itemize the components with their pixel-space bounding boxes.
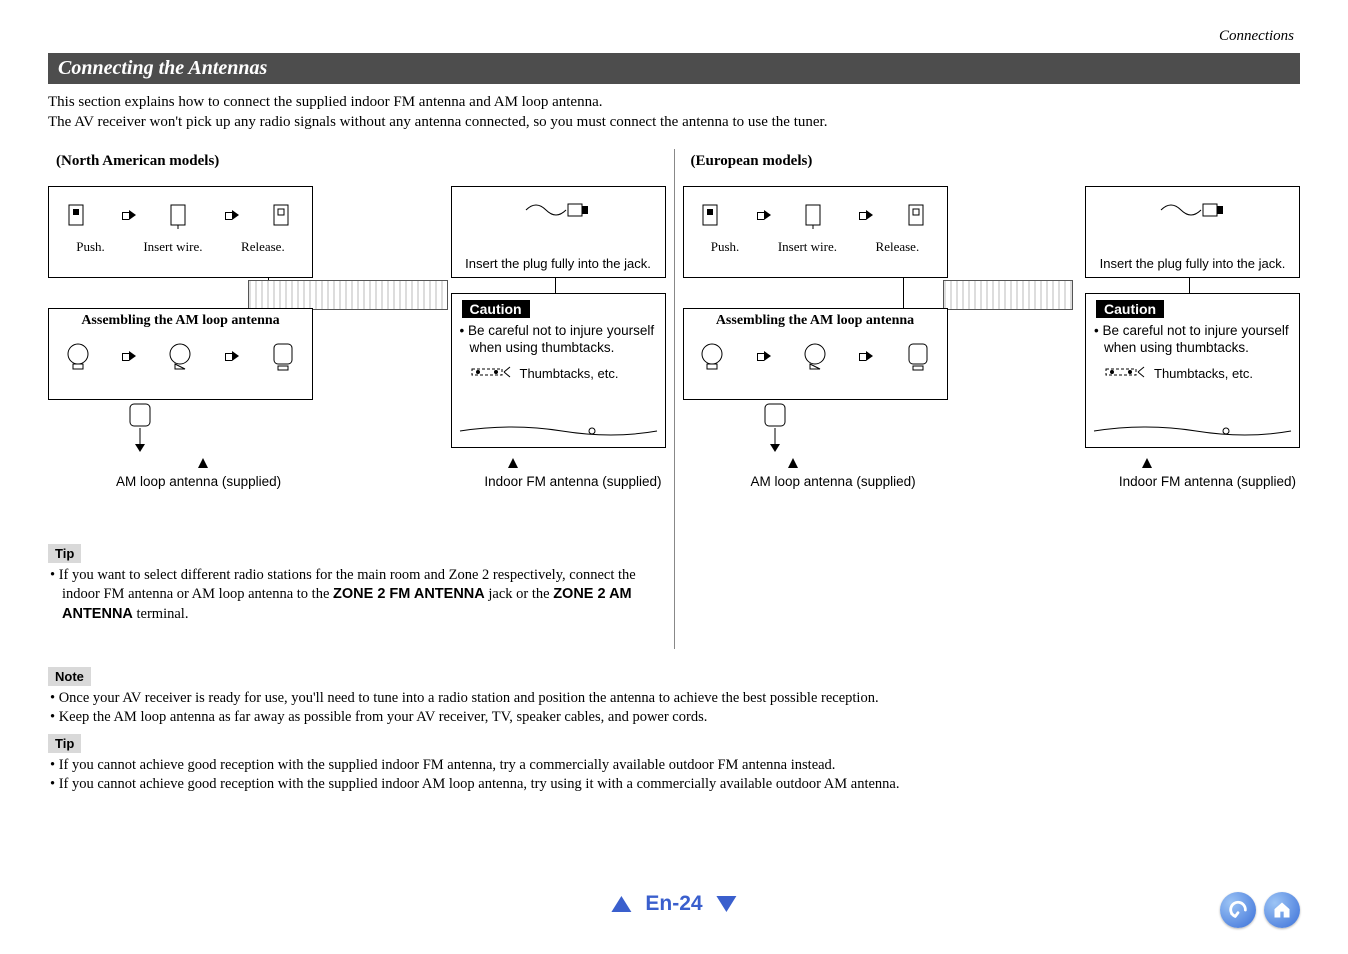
page-navigation: En-24 <box>611 892 736 916</box>
arrow-right-icon <box>122 351 136 361</box>
na-diagram: Push. Insert wire. Release. Insert the p… <box>48 178 666 498</box>
am-loop-step1-icon <box>61 339 95 373</box>
am-supplied-label: AM loop antenna (supplied) <box>751 474 916 489</box>
fm-wire-icon <box>1086 419 1301 443</box>
intro-line-1: This section explains how to connect the… <box>48 92 1300 112</box>
terminal-insert-icon <box>798 198 832 232</box>
thumbtack-icon <box>1104 363 1148 384</box>
insert-plug-label: Insert the plug fully into the jack. <box>465 256 651 271</box>
insert-wire-label: Insert wire. <box>778 239 837 255</box>
terminal-insert-icon <box>163 198 197 232</box>
fm-plug-icon <box>1153 193 1233 227</box>
arrow-right-icon <box>225 210 239 220</box>
na-plug-box: Insert the plug fully into the jack. <box>451 186 666 278</box>
na-push-box: Push. Insert wire. Release. <box>48 186 313 278</box>
assemble-title: Assembling the AM loop antenna <box>57 313 304 329</box>
tip-item-1: If you cannot achieve good reception wit… <box>62 756 1300 776</box>
note-badge: Note <box>48 667 91 686</box>
am-loop-callout-icon <box>116 400 164 457</box>
eu-plug-box: Insert the plug fully into the jack. <box>1085 186 1300 278</box>
na-model-label: (North American models) <box>56 153 666 170</box>
page-number: En-24 <box>645 892 702 916</box>
am-loop-step2-icon <box>798 339 832 373</box>
eu-caution-box: Caution Be careful not to injure yoursel… <box>1085 293 1300 448</box>
thumbtacks-label: Thumbtacks, etc. <box>520 366 619 381</box>
intro-text: This section explains how to connect the… <box>48 92 1300 133</box>
arrow-right-icon <box>122 210 136 220</box>
bottom-notes: Note Once your AV receiver is ready for … <box>48 667 1300 795</box>
na-supplied-labels: AM loop antenna (supplied) Indoor FM ant… <box>48 474 666 489</box>
release-label: Release. <box>241 239 285 255</box>
am-loop-step3-icon <box>901 339 935 373</box>
am-loop-step2-icon <box>163 339 197 373</box>
arrow-right-icon <box>859 351 873 361</box>
am-loop-step1-icon <box>695 339 729 373</box>
push-label: Push. <box>76 239 105 255</box>
arrow-up-icon <box>508 458 518 468</box>
insert-wire-label: Insert wire. <box>143 239 202 255</box>
eu-model-label: (European models) <box>691 153 1301 170</box>
terminal-release-icon <box>266 198 300 232</box>
home-button[interactable] <box>1264 892 1300 928</box>
release-label: Release. <box>876 239 920 255</box>
note-item-1: Once your AV receiver is ready for use, … <box>62 689 1300 709</box>
terminal-push-icon <box>695 198 729 232</box>
fm-wire-icon <box>452 419 667 443</box>
rear-panel-icon <box>248 280 448 310</box>
page-footer: En-24 <box>0 892 1348 928</box>
caution-text: Be careful not to injure yourself when u… <box>452 322 665 357</box>
note-block: Note Once your AV receiver is ready for … <box>48 667 1300 728</box>
back-button[interactable] <box>1220 892 1256 928</box>
zone2-tip: Tip If you want to select different radi… <box>48 544 666 625</box>
am-loop-callout-icon <box>751 400 799 457</box>
push-label: Push. <box>711 239 740 255</box>
eu-push-box: Push. Insert wire. Release. <box>683 186 948 278</box>
terminal-push-icon <box>61 198 95 232</box>
fm-supplied-label: Indoor FM antenna (supplied) <box>1119 474 1296 489</box>
na-caution-box: Caution Be careful not to injure yoursel… <box>451 293 666 448</box>
arrow-up-icon <box>788 458 798 468</box>
two-column-layout: (North American models) <box>48 153 1300 649</box>
arrow-right-icon <box>225 351 239 361</box>
eu-supplied-labels: AM loop antenna (supplied) Indoor FM ant… <box>683 474 1301 489</box>
back-arrow-icon <box>1227 899 1249 921</box>
home-icon <box>1272 900 1292 920</box>
arrow-up-icon <box>1142 458 1152 468</box>
arrow-right-icon <box>859 210 873 220</box>
arrow-up-icon <box>198 458 208 468</box>
note-item-2: Keep the AM loop antenna as far away as … <box>62 708 1300 728</box>
section-header: Connecting the Antennas <box>48 53 1300 84</box>
caution-label: Caution <box>1096 300 1164 318</box>
leader-line <box>903 278 904 310</box>
caution-label: Caution <box>462 300 530 318</box>
caution-text: Be careful not to injure yourself when u… <box>1086 322 1299 357</box>
prev-page-button[interactable] <box>611 896 631 912</box>
eu-column: (European models) Push <box>683 153 1301 649</box>
arrow-right-icon <box>757 351 771 361</box>
terminal-release-icon <box>901 198 935 232</box>
fm-plug-icon <box>518 193 598 227</box>
next-page-button[interactable] <box>717 896 737 912</box>
insert-plug-label: Insert the plug fully into the jack. <box>1100 256 1286 271</box>
zone2-tip-text: If you want to select different radio st… <box>62 566 654 625</box>
thumbtack-icon <box>470 363 514 384</box>
breadcrumb: Connections <box>1219 28 1294 45</box>
column-divider <box>674 149 675 649</box>
intro-line-2: The AV receiver won't pick up any radio … <box>48 112 1300 132</box>
assemble-title: Assembling the AM loop antenna <box>692 313 939 329</box>
na-column: (North American models) <box>48 153 666 649</box>
rear-panel-icon <box>943 280 1073 310</box>
thumbtacks-label: Thumbtacks, etc. <box>1154 366 1253 381</box>
tip-item-2: If you cannot achieve good reception wit… <box>62 775 1300 795</box>
tip-badge: Tip <box>48 544 81 563</box>
eu-diagram: Push. Insert wire. Release. Insert the p… <box>683 178 1301 498</box>
arrow-right-icon <box>757 210 771 220</box>
tip-badge: Tip <box>48 734 81 753</box>
bottom-tip-block: Tip If you cannot achieve good reception… <box>48 734 1300 795</box>
fm-supplied-label: Indoor FM antenna (supplied) <box>484 474 661 489</box>
am-loop-step3-icon <box>266 339 300 373</box>
am-supplied-label: AM loop antenna (supplied) <box>116 474 281 489</box>
eu-assemble-box: Assembling the AM loop antenna <box>683 308 948 400</box>
na-assemble-box: Assembling the AM loop antenna <box>48 308 313 400</box>
